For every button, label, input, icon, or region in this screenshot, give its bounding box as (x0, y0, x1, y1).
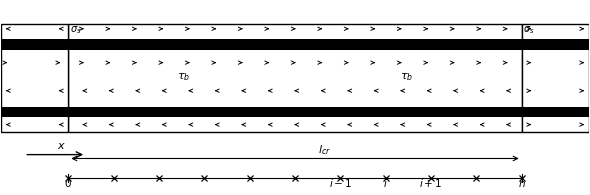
Text: $i-1$: $i-1$ (329, 177, 352, 190)
Text: $x$: $x$ (57, 141, 65, 151)
Text: $\tau_b$: $\tau_b$ (176, 71, 190, 83)
Bar (68, 24, 522, 132)
Text: $l_{cr}$: $l_{cr}$ (318, 143, 331, 157)
Bar (1, 107, 589, 117)
Text: $0$: $0$ (64, 177, 73, 190)
Text: $i$: $i$ (384, 177, 388, 190)
Bar (1, 24, 68, 132)
Text: $\tau_b$: $\tau_b$ (400, 71, 414, 83)
Text: $n$: $n$ (517, 179, 526, 190)
Bar (522, 24, 589, 132)
Bar (1, 39, 589, 50)
Text: $\sigma_s$: $\sigma_s$ (523, 24, 535, 36)
Text: $\sigma_s$: $\sigma_s$ (70, 24, 81, 36)
Text: $i+1$: $i+1$ (419, 177, 442, 190)
